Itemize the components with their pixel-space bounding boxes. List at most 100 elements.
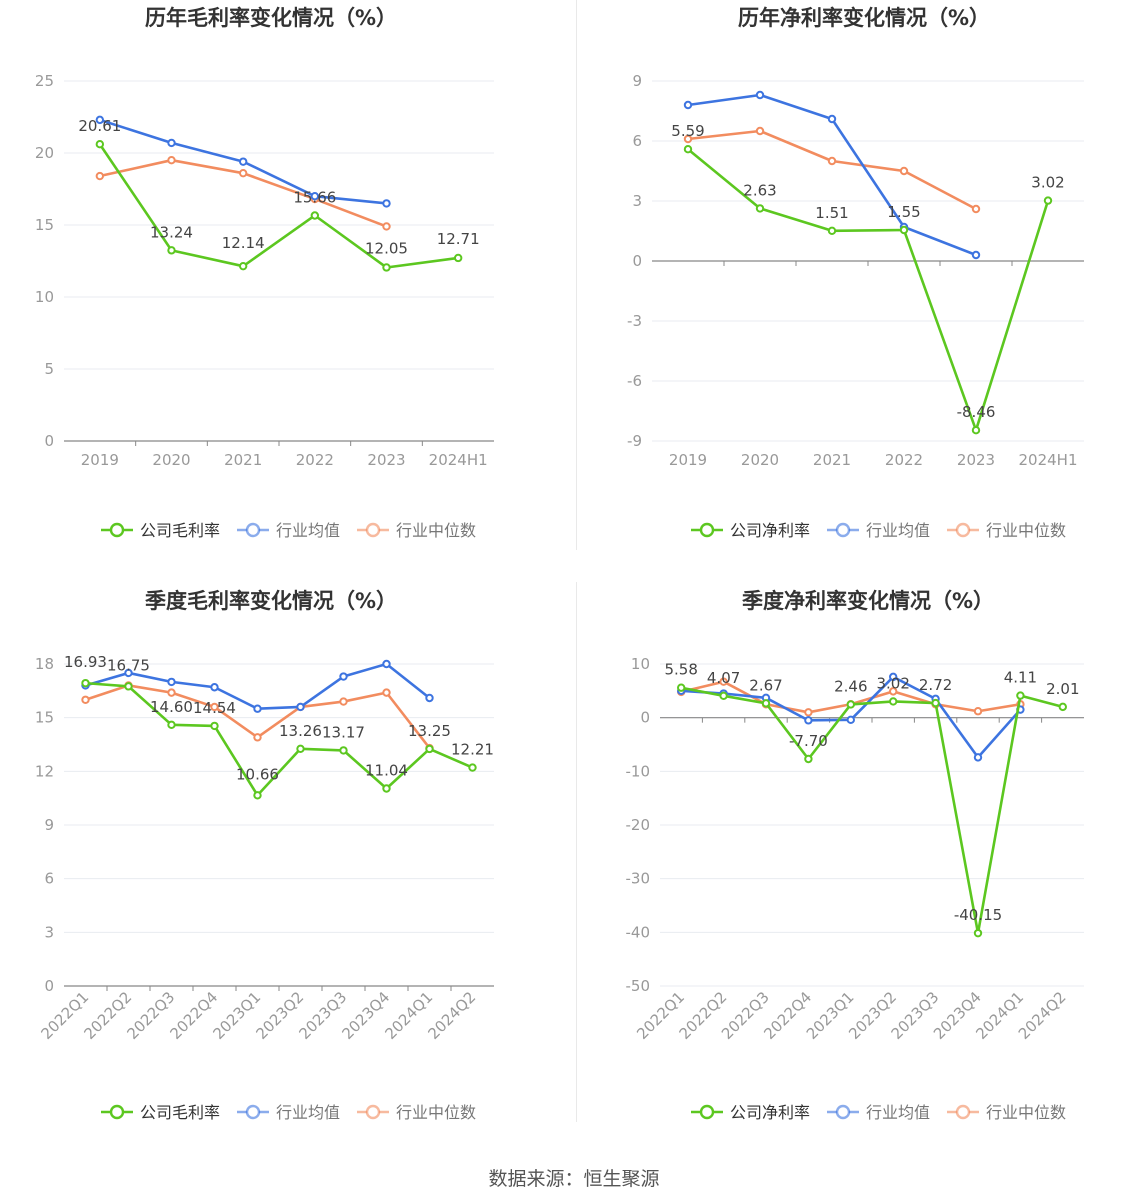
company-data-point	[468, 763, 477, 772]
company-data-point	[719, 691, 728, 701]
legend-label: 行业中位数	[396, 1103, 476, 1122]
industry_median-data-point	[889, 687, 898, 696]
data-label: 15.66	[293, 188, 336, 206]
data-label: 1.51	[815, 204, 848, 222]
y-tick-label: -9	[627, 432, 642, 450]
industry_avg-data-point	[846, 715, 855, 725]
industry_avg-data-point	[755, 90, 765, 100]
company-data-point	[238, 261, 248, 271]
company-data-point	[124, 682, 133, 691]
chart-title: 季度净利率变化情况（%）	[742, 589, 994, 613]
data-label: 14.54	[193, 699, 236, 717]
x-tick-label: 2019	[81, 451, 119, 469]
data-label: 16.93	[64, 653, 107, 671]
industry_median-data-point	[238, 168, 248, 178]
data-label: 2.67	[749, 676, 782, 694]
legend-item-industry_avg: 行业均值	[827, 1103, 930, 1122]
y-tick-label: 9	[632, 72, 642, 90]
industry_avg-data-point	[425, 693, 434, 703]
legend-item-industry_median: 行业中位数	[357, 521, 476, 540]
company-data-point	[382, 784, 391, 793]
legend-item-company: 公司净利率	[691, 521, 810, 540]
y-tick-label: -3	[627, 312, 642, 330]
industry_avg-data-point	[827, 114, 837, 124]
data-label: 2.01	[1046, 680, 1079, 698]
industry_median-data-point	[719, 677, 728, 686]
data-label: 1.55	[887, 203, 920, 221]
x-tick-label: 2019	[669, 451, 707, 469]
company-data-point	[95, 140, 105, 149]
y-tick-label: 6	[632, 132, 642, 150]
company-data-point	[1058, 702, 1067, 712]
industry_avg-data-point	[310, 192, 320, 201]
annual-net-margin-chart: 历年净利率变化情况（%） -9 -6 -3 0 3 6 9 2019 2020 2021 2022 20…	[590, 0, 1148, 580]
company-data-point	[253, 791, 262, 800]
industry_median-data-point	[167, 156, 176, 165]
data-label: 4.11	[1004, 669, 1037, 687]
data-label: -7.70	[789, 732, 828, 750]
annual-gross-margin-chart: 历年毛利率变化情况（%） 0 5 10 15 20 25 2019 2020 2021 2022 20…	[0, 0, 574, 580]
industry_avg-data-point	[683, 100, 693, 110]
industry_median-data-point	[827, 156, 837, 166]
y-tick-label: -20	[626, 816, 651, 834]
industry_avg-data-point	[95, 115, 105, 125]
y-tick-label: 0	[44, 432, 54, 450]
legend-label: 行业均值	[276, 1103, 340, 1122]
chart-title: 历年净利率变化情况（%）	[738, 6, 990, 30]
industry_avg-data-point	[167, 677, 176, 687]
data-label: 13.25	[408, 722, 451, 740]
data-label: 4.07	[707, 669, 740, 687]
data-label: 11.04	[365, 762, 408, 780]
x-tick-label: 2022	[296, 451, 334, 469]
x-tick-label: 2021	[224, 451, 262, 469]
data-label: 3.02	[1031, 174, 1064, 192]
y-tick-label: 10	[35, 288, 54, 306]
company-data-point	[425, 744, 434, 754]
company-data-point	[81, 678, 90, 688]
data-label: 12.21	[451, 741, 494, 759]
company-data-point	[296, 744, 305, 753]
x-tick-label: 2022	[885, 451, 923, 469]
company-data-point	[846, 700, 855, 709]
y-tick-label: 5	[44, 360, 54, 378]
legend-marker	[245, 1104, 261, 1120]
quarterly-net-margin-chart: 季度净利率变化情况（%） -50 -40 -30 -20 -10 0 10 2022Q1 2022…	[590, 583, 1148, 1163]
y-tick-label: -50	[626, 977, 651, 995]
industry_avg-data-point	[296, 702, 305, 712]
company-series-line	[85, 681, 474, 797]
y-tick-label: 20	[35, 144, 54, 162]
legend-item-company: 公司净利率	[691, 1103, 810, 1122]
x-tick-label: 2021	[813, 451, 851, 469]
chart-svg: 历年净利率变化情况（%） -9 -6 -3 0 3 6 9 2019 2020 2021 2022 20…	[627, 6, 1084, 540]
company-series-line	[98, 143, 459, 269]
chart-svg: 季度净利率变化情况（%）-50-40-30-20-100102022Q12022…	[626, 589, 1084, 1122]
y-tick-label: 15	[35, 709, 54, 727]
data-label: -40.15	[954, 906, 1002, 924]
industry_avg-data-point	[339, 672, 348, 681]
vertical-divider	[576, 0, 577, 550]
legend-item-company: 公司毛利率	[101, 1103, 220, 1122]
data-label: 12.14	[222, 234, 265, 252]
legend-label: 公司毛利率	[140, 1103, 220, 1122]
company-data-point	[382, 263, 391, 272]
company-data-point	[971, 426, 981, 435]
legend-label: 行业中位数	[986, 521, 1066, 540]
legend-label: 行业中位数	[986, 1103, 1066, 1122]
chart-title: 季度毛利率变化情况（%）	[145, 589, 397, 613]
industry_avg-data-point	[238, 157, 248, 166]
chart-title: 历年毛利率变化情况（%）	[145, 6, 397, 30]
company-data-point	[310, 211, 320, 220]
industry_avg-data-point	[382, 199, 391, 208]
data-label: 5.59	[671, 122, 704, 140]
y-tick-label: -40	[626, 923, 651, 941]
y-tick-label: 9	[44, 816, 54, 834]
y-tick-label: 0	[640, 709, 650, 727]
legend-marker	[835, 1104, 851, 1120]
legend-item-industry_median: 行业中位数	[947, 1103, 1066, 1122]
company-data-point	[167, 246, 176, 255]
company-data-point	[804, 754, 813, 764]
industry_median-data-point	[95, 171, 105, 181]
industry_avg-data-point	[973, 753, 983, 762]
x-tick-label: 2023	[957, 451, 995, 469]
data-label: 14.60	[150, 698, 193, 716]
